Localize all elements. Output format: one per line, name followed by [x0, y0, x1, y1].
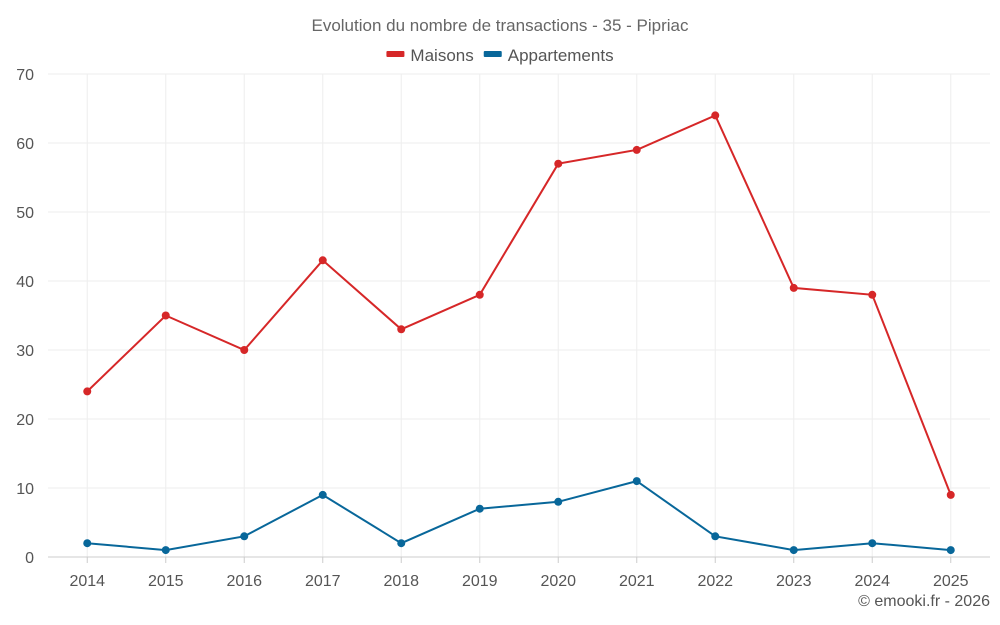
x-tick-label: 2015	[148, 573, 184, 590]
data-point[interactable]	[632, 145, 641, 154]
data-point[interactable]	[711, 111, 720, 120]
x-tick-label: 2021	[619, 573, 655, 590]
data-point[interactable]	[632, 477, 641, 486]
x-tick-label: 2019	[462, 573, 498, 590]
data-point[interactable]	[475, 290, 484, 299]
x-tick-label: 2023	[776, 573, 812, 590]
y-tick-label: 10	[16, 481, 34, 498]
series-line	[87, 480, 951, 552]
x-tick-label: 2022	[697, 573, 733, 590]
y-tick-label: 20	[16, 412, 34, 429]
series-appartements	[83, 477, 955, 555]
data-point[interactable]	[397, 539, 406, 548]
data-point[interactable]	[318, 490, 327, 499]
chart-title: Evolution du nombre de transactions - 35…	[311, 16, 689, 35]
y-tick-label: 30	[16, 343, 34, 360]
x-tick-label: 2018	[383, 573, 419, 590]
x-tick-label: 2020	[540, 573, 576, 590]
data-point[interactable]	[397, 325, 406, 334]
legend-label: Appartements	[508, 46, 614, 65]
data-point[interactable]	[868, 539, 877, 548]
data-point[interactable]	[318, 256, 327, 265]
x-tick-label: 2025	[933, 573, 969, 590]
data-point[interactable]	[240, 346, 249, 354]
data-point[interactable]	[161, 311, 170, 320]
legend-label: Maisons	[410, 46, 473, 65]
x-tick-label: 2016	[226, 573, 262, 590]
data-point[interactable]	[161, 546, 170, 555]
data-point[interactable]	[554, 497, 563, 506]
legend: Maisons Appartements	[386, 46, 614, 65]
y-tick-label: 0	[25, 550, 34, 567]
legend-swatch	[386, 51, 405, 57]
x-tick-label: 2014	[69, 573, 105, 590]
series-line	[86, 114, 952, 496]
data-point[interactable]	[554, 159, 563, 168]
x-tick-label: 2017	[305, 573, 341, 590]
legend-item[interactable]: Maisons	[386, 46, 474, 65]
data-point[interactable]	[83, 387, 92, 396]
y-tick-label: 40	[16, 274, 34, 291]
data-point[interactable]	[789, 546, 798, 555]
legend-swatch	[483, 51, 502, 57]
legend-item[interactable]: Appartements	[483, 46, 614, 65]
data-point[interactable]	[475, 504, 484, 513]
data-point[interactable]	[868, 290, 877, 299]
data-point[interactable]	[240, 532, 249, 541]
data-point[interactable]	[789, 283, 798, 292]
gridlines	[48, 73, 990, 557]
y-tick-label: 50	[16, 205, 34, 222]
series-maisons	[83, 111, 955, 499]
series-group	[83, 111, 955, 555]
y-tick-label: 60	[16, 136, 34, 153]
y-tick-label: 70	[16, 67, 34, 84]
data-point[interactable]	[711, 532, 720, 541]
data-point[interactable]	[946, 490, 955, 499]
data-point[interactable]	[946, 546, 955, 555]
data-point[interactable]	[83, 539, 92, 548]
x-tick-label: 2024	[854, 573, 890, 590]
copyright-credit: © emooki.fr - 2026	[858, 593, 990, 610]
axes: 0 10 20 30 40 50 60 70 2014 2015 2016 2017 2018 2019 2…	[16, 67, 990, 590]
